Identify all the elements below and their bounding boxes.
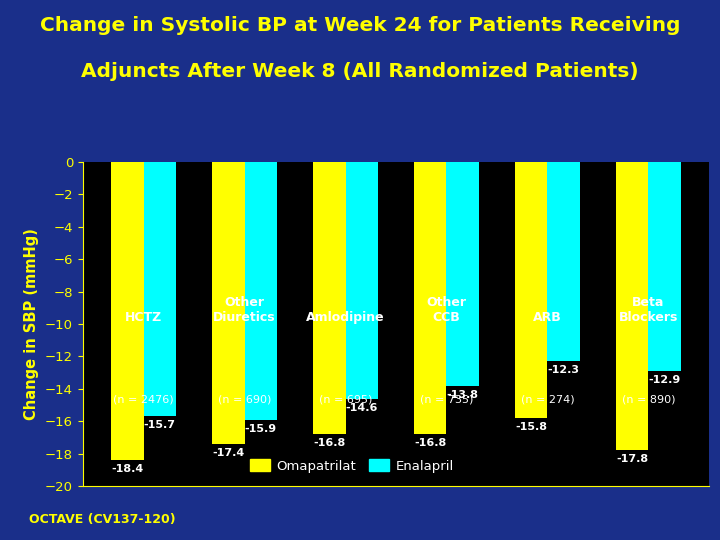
Text: -12.3: -12.3: [548, 365, 580, 375]
Bar: [414, 162, 446, 434]
Text: (n = 695): (n = 695): [319, 395, 372, 405]
Legend: Omapatrilat, Enalapril: Omapatrilat, Enalapril: [245, 454, 459, 478]
Bar: [313, 162, 346, 434]
Text: HCTZ: HCTZ: [125, 311, 162, 324]
Text: -17.4: -17.4: [212, 448, 245, 458]
Bar: [112, 162, 143, 460]
Text: OCTAVE (CV137-120): OCTAVE (CV137-120): [29, 514, 176, 526]
Bar: [649, 162, 680, 371]
Bar: [346, 162, 378, 399]
Text: (n = 690): (n = 690): [218, 395, 271, 405]
Bar: [212, 162, 245, 444]
Y-axis label: Change in SBP (mmHg): Change in SBP (mmHg): [24, 228, 40, 420]
Text: Other
CCB: Other CCB: [426, 296, 467, 324]
Text: -15.7: -15.7: [144, 420, 176, 430]
Text: ARB: ARB: [533, 311, 562, 324]
Text: Beta
Blockers: Beta Blockers: [618, 296, 678, 324]
Bar: [616, 162, 649, 450]
Bar: [143, 162, 176, 416]
Text: Adjuncts After Week 8 (All Randomized Patients): Adjuncts After Week 8 (All Randomized Pa…: [81, 62, 639, 81]
Text: -13.8: -13.8: [446, 390, 479, 400]
Bar: [515, 162, 547, 418]
Bar: [446, 162, 479, 386]
Bar: [547, 162, 580, 361]
Text: -18.4: -18.4: [112, 464, 143, 474]
Text: -14.6: -14.6: [346, 403, 378, 413]
Text: (n = 274): (n = 274): [521, 395, 575, 405]
Text: (n = 2476): (n = 2476): [113, 395, 174, 405]
Text: -12.9: -12.9: [649, 375, 680, 385]
Text: (n = 890): (n = 890): [621, 395, 675, 405]
Text: -15.8: -15.8: [516, 422, 547, 432]
Bar: [245, 162, 277, 420]
Text: -16.8: -16.8: [414, 438, 446, 448]
Text: (n = 735): (n = 735): [420, 395, 473, 405]
Text: -15.9: -15.9: [245, 423, 276, 434]
Text: -17.8: -17.8: [616, 455, 648, 464]
Text: Other
Diuretics: Other Diuretics: [213, 296, 276, 324]
Text: Change in Systolic BP at Week 24 for Patients Receiving: Change in Systolic BP at Week 24 for Pat…: [40, 16, 680, 35]
Text: -16.8: -16.8: [313, 438, 346, 448]
Text: Amlodipine: Amlodipine: [306, 311, 384, 324]
